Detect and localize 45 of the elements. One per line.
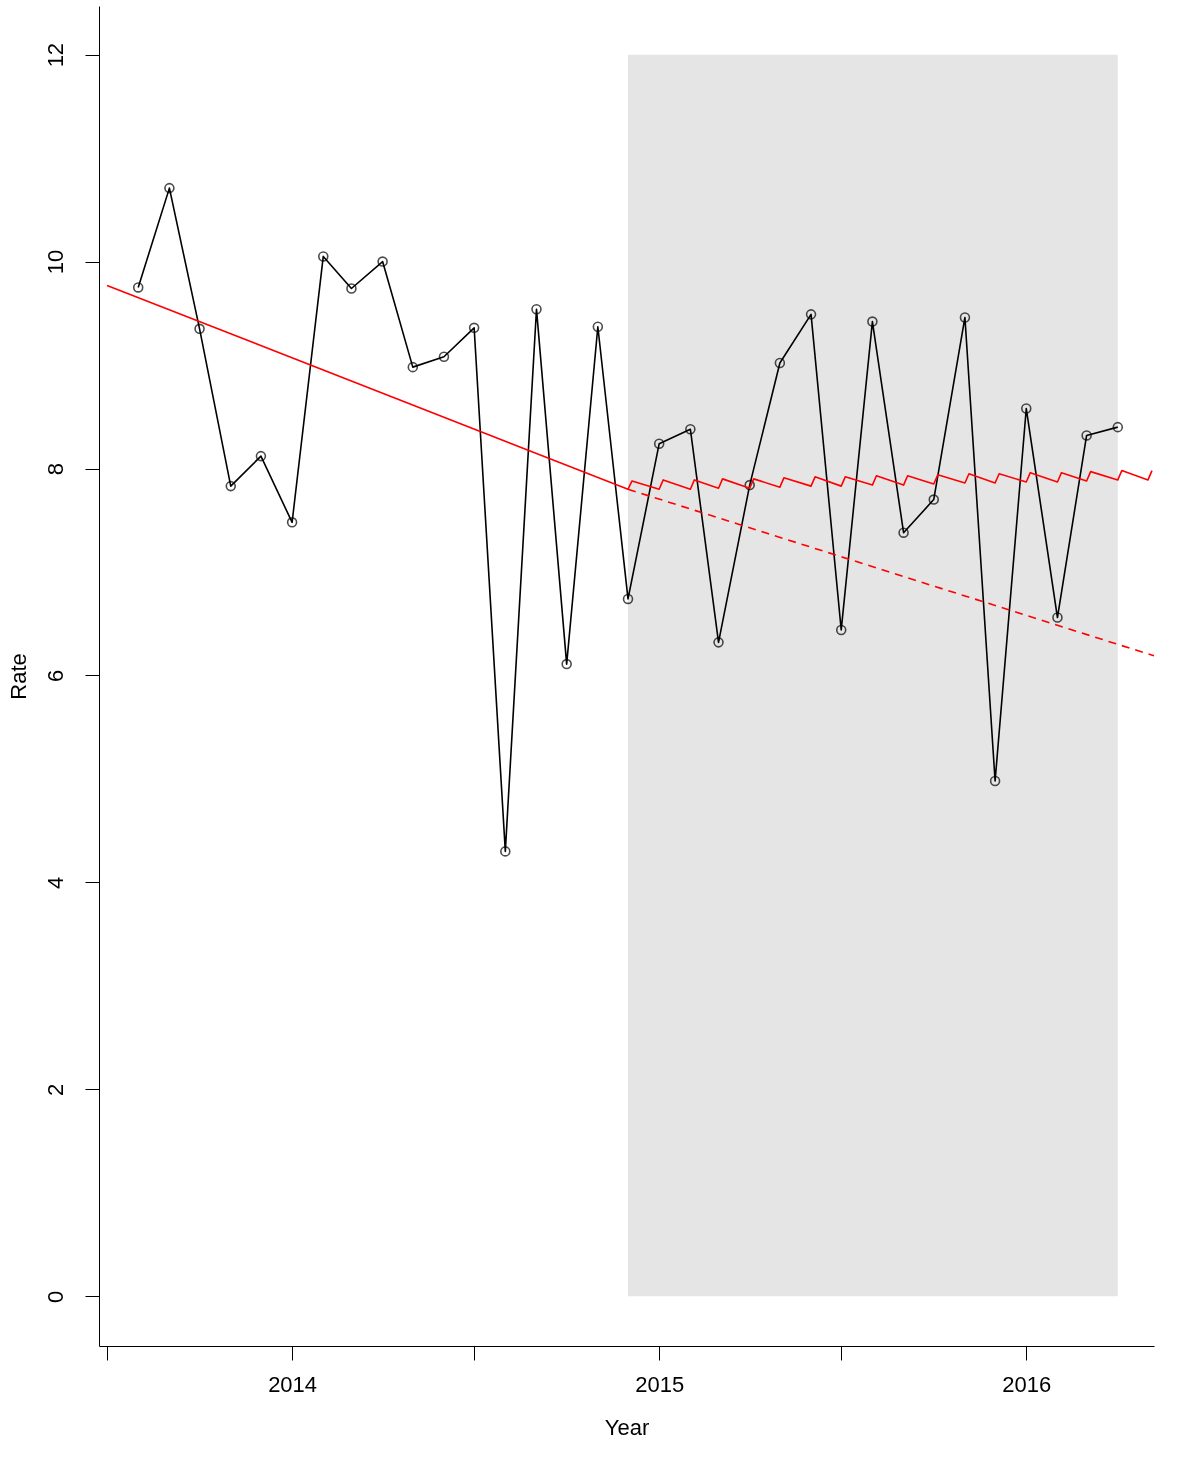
point [1112,421,1124,433]
point [377,256,388,267]
point [774,357,786,369]
point [744,479,755,491]
point [622,593,634,605]
point [164,182,175,194]
y-axis-title: Rate [5,653,31,700]
point [928,494,940,505]
point [561,658,572,670]
y-tick-label: 10 [42,249,68,275]
x-tick-label: 2016 [1002,1371,1052,1397]
point [132,282,144,293]
point [959,312,971,323]
point [255,450,267,462]
y-tick-label: 12 [42,42,68,68]
y-tick-label: 8 [42,462,68,476]
point [653,438,665,449]
point [225,480,237,492]
point [468,322,480,334]
point [898,527,909,538]
point [867,316,878,327]
point [531,303,542,315]
x-tick-label: 2014 [268,1371,318,1397]
point [194,323,205,335]
point [805,309,817,320]
y-tick-label: 2 [42,1083,68,1097]
point [592,321,604,333]
point [1052,612,1063,623]
point [346,283,357,294]
point [1021,403,1032,414]
x-tick-label: 2015 [635,1371,685,1397]
y-tick-label: 0 [42,1290,68,1303]
point [989,775,1001,787]
point [835,624,847,636]
point [685,423,696,435]
point [713,637,724,648]
point [407,361,419,373]
x-axis-title: Year [604,1414,650,1440]
y-tick-label: 4 [42,876,68,890]
point [500,846,511,857]
point [286,517,298,528]
y-tick-label: 6 [42,669,68,683]
point [318,251,329,262]
point [1081,430,1092,441]
point [438,351,450,363]
